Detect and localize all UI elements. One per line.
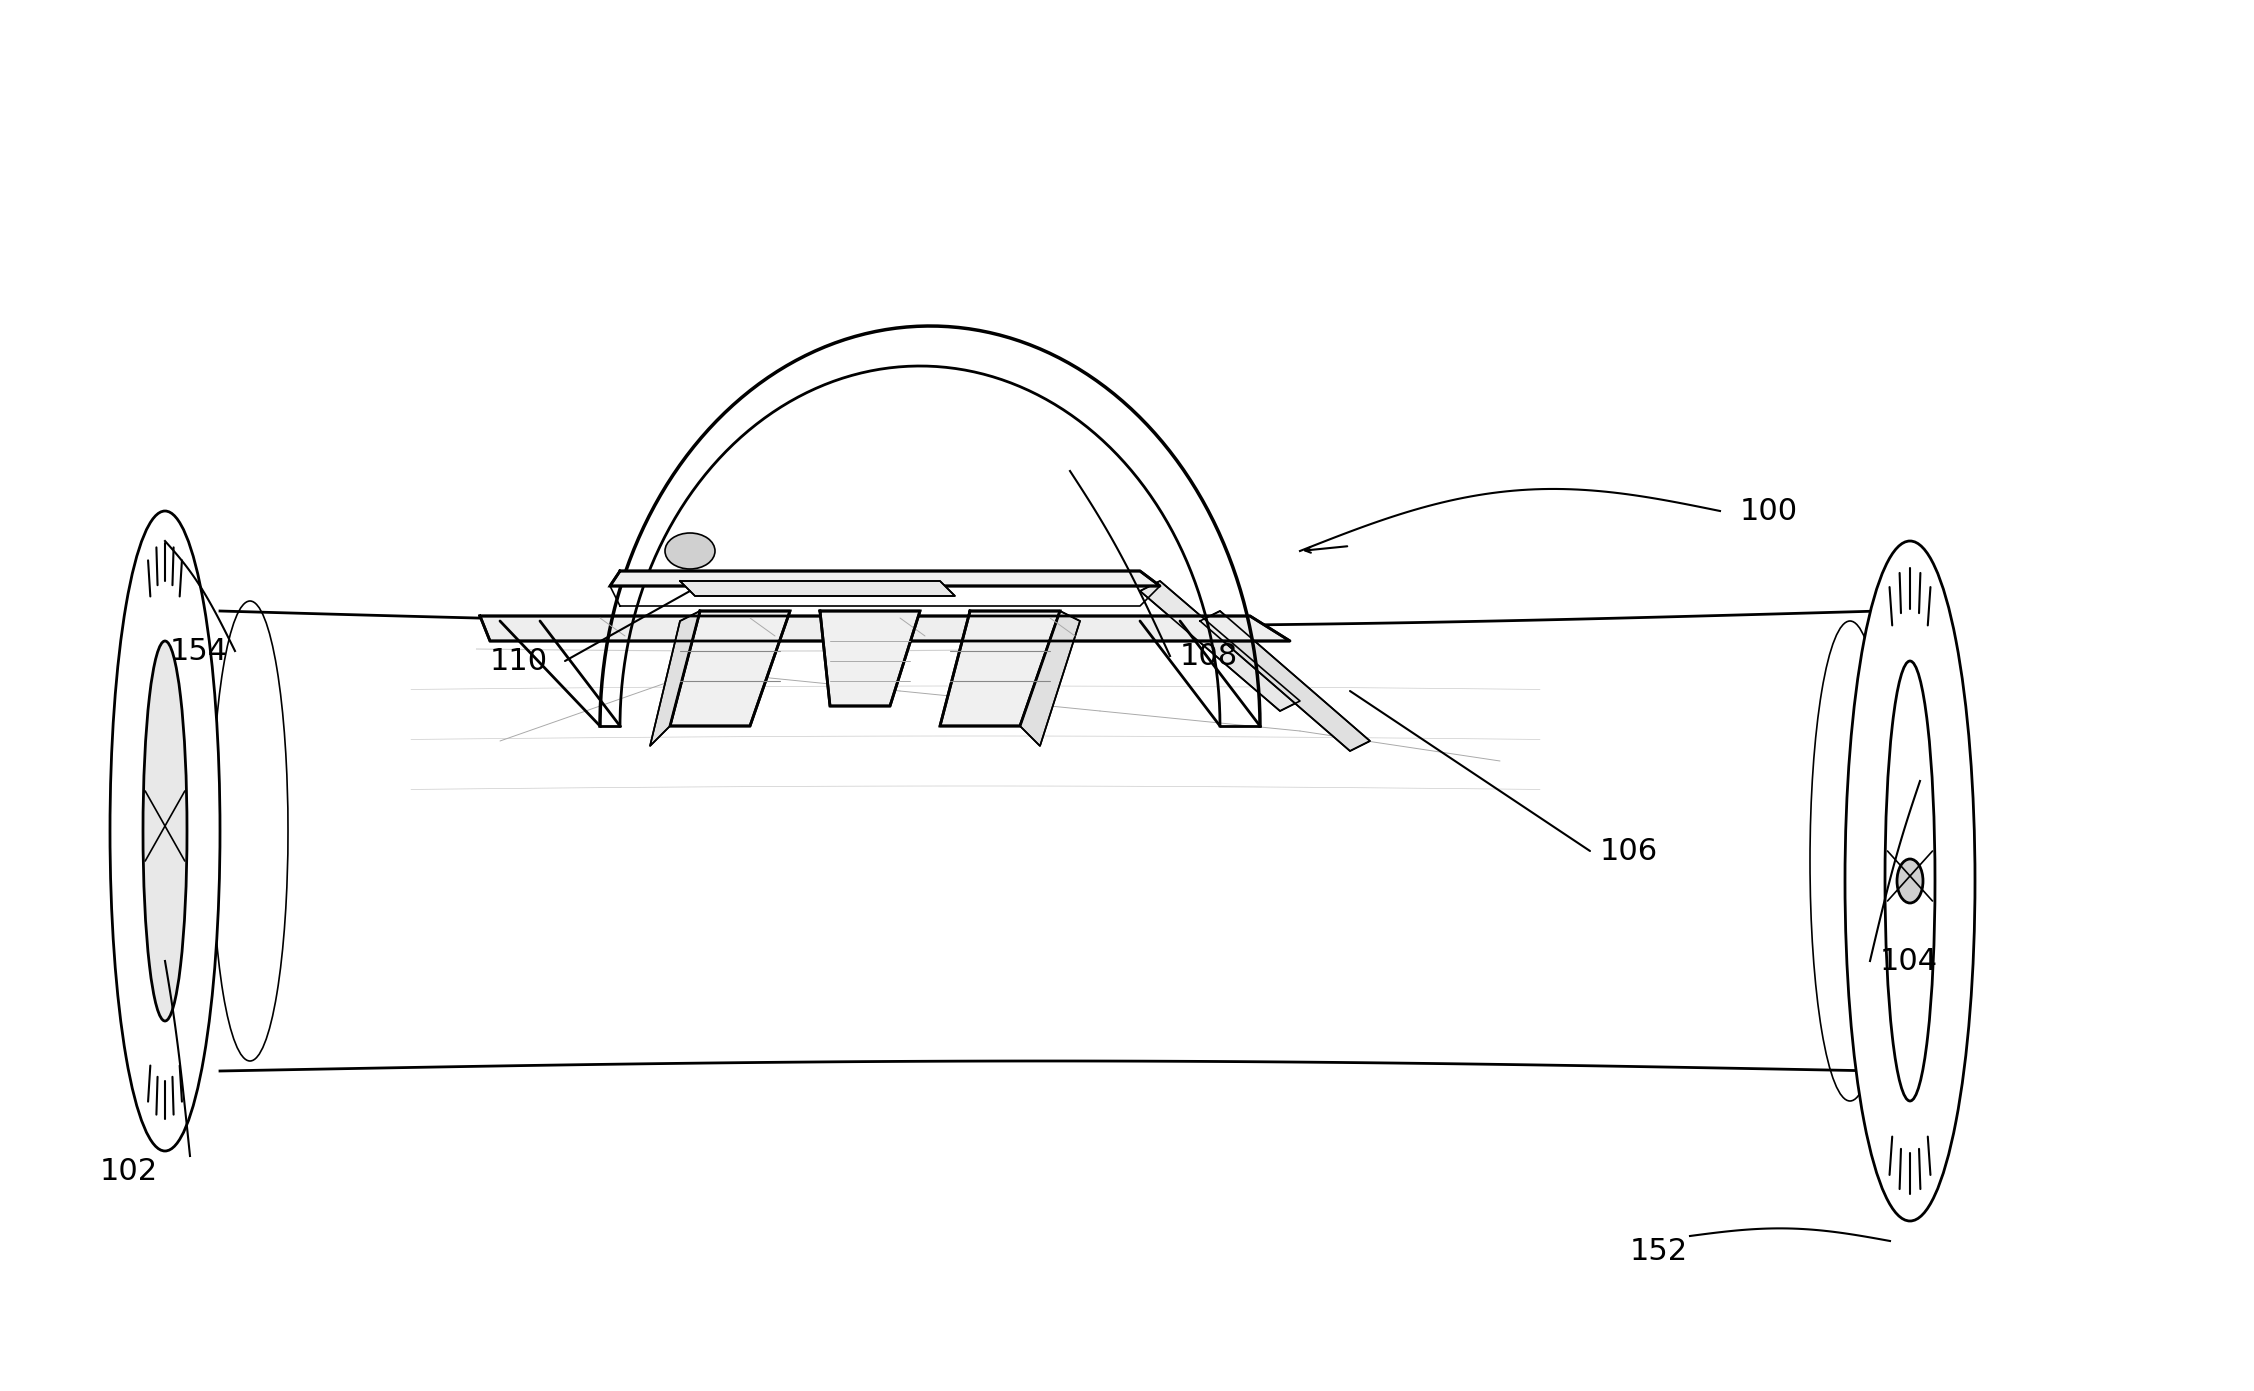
Ellipse shape <box>665 533 715 569</box>
Polygon shape <box>669 611 789 726</box>
Polygon shape <box>940 611 1059 726</box>
Polygon shape <box>480 616 1289 641</box>
Text: 110: 110 <box>489 647 548 676</box>
Text: 154: 154 <box>169 637 228 665</box>
Ellipse shape <box>142 641 187 1021</box>
Text: 102: 102 <box>99 1156 158 1185</box>
Polygon shape <box>1199 611 1370 751</box>
Ellipse shape <box>110 510 221 1150</box>
Ellipse shape <box>1884 661 1934 1102</box>
Polygon shape <box>611 570 1161 586</box>
Text: 108: 108 <box>1181 641 1237 670</box>
Polygon shape <box>1021 611 1080 746</box>
Text: 104: 104 <box>1880 946 1938 975</box>
Text: 100: 100 <box>1740 497 1799 526</box>
Polygon shape <box>820 611 920 707</box>
Text: 106: 106 <box>1600 836 1659 865</box>
Ellipse shape <box>1846 541 1975 1221</box>
Polygon shape <box>649 611 701 746</box>
Polygon shape <box>681 581 956 595</box>
Ellipse shape <box>1898 860 1923 903</box>
Polygon shape <box>1141 581 1301 711</box>
Text: 152: 152 <box>1630 1237 1688 1266</box>
